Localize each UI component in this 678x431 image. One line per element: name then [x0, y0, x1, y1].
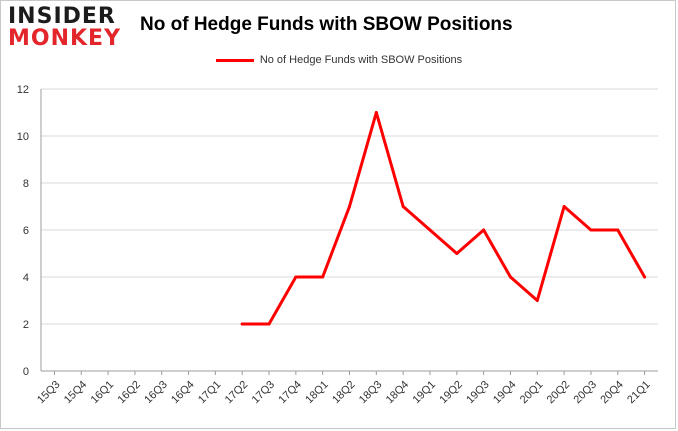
x-tick-label: 16Q4 [169, 379, 197, 407]
data-point [535, 299, 539, 302]
data-point [482, 228, 486, 232]
y-tick-label: 12 [17, 84, 29, 96]
series-line-0 [240, 111, 647, 326]
data-point [643, 275, 647, 279]
data-point [267, 322, 271, 326]
x-tick-label: 18Q1 [303, 379, 331, 407]
x-tick-label: 18Q3 [357, 379, 385, 407]
data-point [348, 205, 351, 208]
data-point [240, 322, 244, 326]
x-tick-label: 20Q1 [518, 379, 546, 407]
y-tick-label: 2 [23, 319, 29, 331]
y-tick-label: 4 [23, 272, 29, 284]
x-tick-label: 20Q2 [545, 379, 573, 407]
x-tick-label: 17Q4 [276, 379, 304, 407]
x-tick-label: 19Q3 [464, 379, 492, 407]
x-tick-label: 18Q4 [384, 379, 412, 407]
x-tick-label: 18Q2 [330, 379, 358, 407]
x-tick-label: 15Q3 [35, 379, 63, 407]
chart-title: No of Hedge Funds with SBOW Positions [140, 14, 513, 35]
data-point [589, 228, 593, 232]
insider-monkey-logo: INSIDER MONKEY [8, 6, 128, 50]
data-point [455, 252, 459, 255]
x-tick-label: 19Q1 [411, 379, 439, 407]
x-tick-label: 20Q3 [572, 379, 600, 407]
chart-legend: No of Hedge Funds with SBOW Positions [0, 54, 678, 66]
y-tick-label: 8 [23, 178, 29, 190]
x-tick-label: 19Q2 [437, 379, 465, 407]
data-point [562, 205, 566, 208]
data-point [321, 275, 325, 279]
x-tick-label: 20Q4 [598, 379, 626, 407]
data-point [374, 111, 378, 114]
data-point [616, 228, 620, 232]
logo-line-1: INSIDER [8, 4, 116, 29]
legend-label: No of Hedge Funds with SBOW Positions [259, 54, 463, 66]
x-tick-label: 16Q1 [89, 379, 117, 407]
x-tick-label: 17Q2 [223, 379, 251, 407]
x-tick-label: 15Q4 [62, 379, 90, 407]
data-point [294, 275, 298, 279]
legend-swatch [215, 58, 254, 62]
logo-line-2: MONKEY [8, 26, 122, 51]
data-point [401, 205, 405, 208]
x-tick-label: 21Q1 [625, 379, 653, 407]
y-tick-label: 10 [17, 131, 29, 143]
x-tick-label: 19Q4 [491, 379, 519, 407]
data-point [428, 228, 432, 232]
x-tick-label: 17Q3 [250, 379, 278, 407]
x-tick-label: 17Q1 [196, 379, 224, 407]
x-tick-label: 16Q3 [142, 379, 170, 407]
data-point [508, 275, 512, 279]
y-tick-label: 6 [23, 225, 29, 237]
y-tick-label: 0 [23, 366, 29, 378]
x-tick-label: 16Q2 [115, 379, 143, 407]
